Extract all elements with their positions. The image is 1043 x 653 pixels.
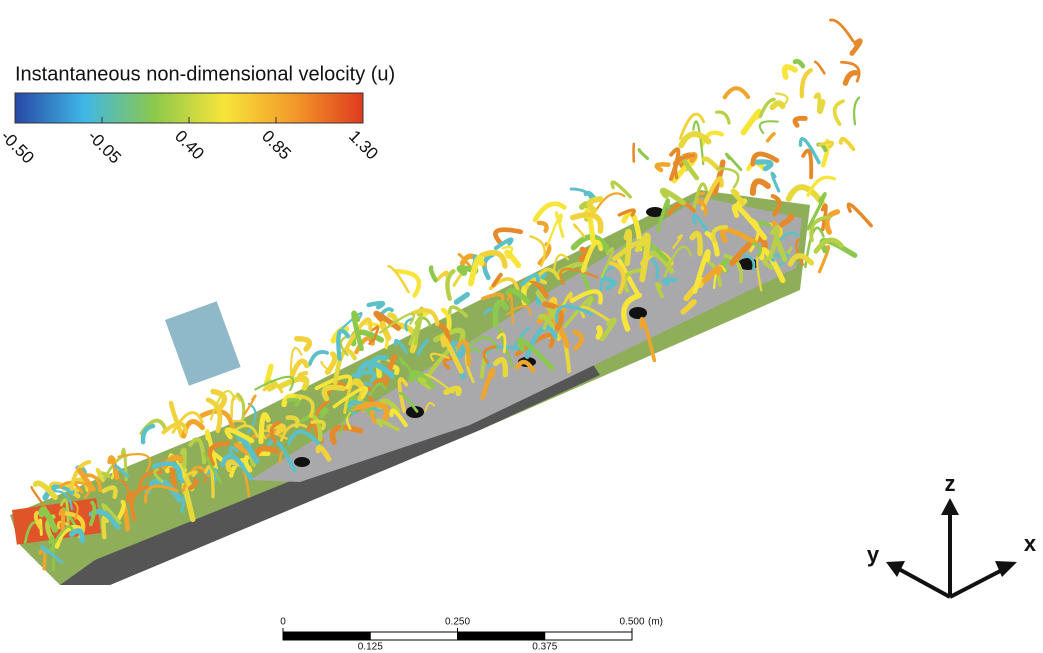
arrow-head (995, 561, 1017, 577)
vortex (143, 426, 153, 442)
figure: Instantaneous non-dimensional velocity (… (0, 0, 1043, 653)
vortex (831, 20, 853, 41)
vortex (772, 173, 779, 191)
vortex (598, 328, 600, 337)
x-axis (950, 568, 1006, 597)
vortex (726, 154, 741, 170)
scale-unit: (m) (648, 617, 663, 628)
colorbar-ticks: -0.50 -0.05 0.40 0.85 1.30 (0, 117, 382, 167)
vortex (507, 252, 518, 265)
vortex (848, 204, 871, 225)
vortex (245, 396, 256, 415)
scale-segment (458, 632, 545, 640)
vortex (841, 139, 853, 149)
vortex (789, 187, 823, 203)
vortex (626, 232, 629, 264)
colorbar-tick-label: -0.50 (0, 127, 38, 168)
vortex (803, 151, 811, 178)
island-structure (165, 301, 241, 386)
z-label: z (945, 471, 956, 496)
vortex (431, 268, 436, 281)
vortex (531, 236, 545, 266)
vortex (297, 339, 310, 349)
deck-marker (629, 307, 647, 319)
scale-label: 0.375 (532, 642, 557, 653)
vortex (717, 112, 729, 123)
vortex (753, 181, 768, 193)
vortex (369, 303, 383, 307)
x-label: x (1024, 531, 1037, 556)
colorbar-tick-label: 1.30 (345, 127, 382, 164)
vortex (725, 88, 748, 97)
vortex (232, 396, 240, 416)
vortex (456, 295, 467, 303)
colorbar-tick-label: 0.85 (258, 127, 295, 164)
vortex (423, 318, 430, 326)
vortex (852, 41, 860, 54)
vortex (795, 61, 803, 66)
vortex (820, 102, 823, 111)
vortex (768, 134, 774, 141)
vortex (772, 103, 782, 107)
vortex (835, 101, 844, 124)
vortex (657, 164, 669, 170)
vortex (815, 62, 824, 73)
scale-segment (370, 632, 457, 640)
colorbar-title: Instantaneous non-dimensional velocity (… (15, 63, 395, 85)
vortex (574, 224, 584, 236)
vortex (310, 352, 327, 364)
vortex (760, 121, 778, 133)
colorbar-tick-label: -0.05 (84, 127, 125, 168)
vortex (802, 70, 811, 96)
vortex (743, 112, 759, 133)
scale-label: 0.500 (619, 617, 644, 628)
vortex (854, 98, 859, 125)
deck-marker (294, 457, 310, 467)
vortex (539, 223, 547, 231)
y-label: y (867, 542, 880, 567)
vortex (785, 67, 796, 77)
scale-segment (545, 632, 632, 640)
vortex (795, 118, 805, 125)
scale-label: 0.125 (358, 642, 383, 653)
vortex (438, 272, 447, 279)
vortex (827, 212, 838, 232)
scale-label: 0 (280, 617, 286, 628)
colorbar-tick-label: 0.40 (171, 127, 208, 164)
axis-triad (886, 498, 1017, 597)
vortex (208, 400, 220, 431)
vortex (471, 258, 482, 284)
arrow-head (941, 498, 959, 515)
scale-label: 0.250 (445, 617, 470, 628)
scale-segment (283, 632, 370, 640)
y-axis (897, 568, 950, 597)
scale-bar: 0 0.250 0.500 (m) 0.125 0.375 (280, 617, 663, 653)
vortex (639, 150, 648, 159)
vortex (845, 73, 856, 83)
